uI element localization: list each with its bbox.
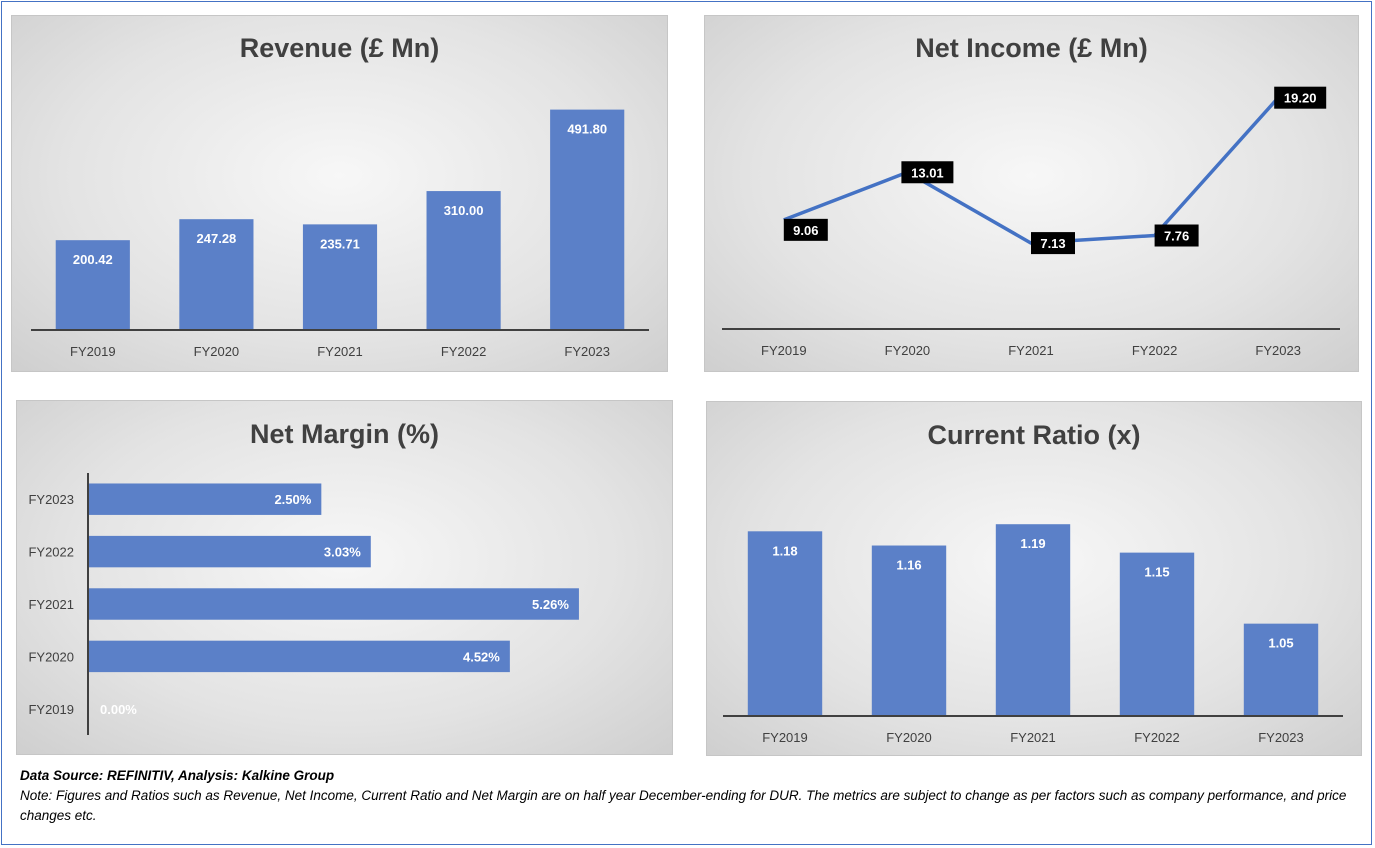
chart-title: Current Ratio (x) xyxy=(927,420,1141,450)
x-tick-label: FY2021 xyxy=(317,344,363,359)
bar xyxy=(871,545,947,716)
data-label: 1.16 xyxy=(896,558,921,573)
data-label: 13.01 xyxy=(911,165,944,180)
bar xyxy=(88,640,510,673)
bar xyxy=(88,588,579,620)
chart-title: Net Income (£ Mn) xyxy=(915,33,1148,63)
y-tick-label: FY2019 xyxy=(28,702,74,717)
data-label: 2.50% xyxy=(274,492,311,507)
bar xyxy=(995,524,1071,716)
data-label: 5.26% xyxy=(532,597,569,612)
x-tick-label: FY2023 xyxy=(564,344,610,359)
bar xyxy=(550,109,625,330)
data-label: 235.71 xyxy=(320,236,360,251)
data-label: 7.76 xyxy=(1164,229,1189,244)
series-line xyxy=(783,96,1280,245)
y-tick-label: FY2022 xyxy=(28,545,74,560)
y-tick-label: FY2023 xyxy=(28,492,74,507)
data-label: 491.80 xyxy=(567,122,607,137)
x-tick-label: FY2022 xyxy=(441,344,487,359)
data-label-box xyxy=(1154,224,1199,247)
data-source: Data Source: REFINITIV, Analysis: Kalkin… xyxy=(20,768,335,783)
data-label: 200.42 xyxy=(73,252,113,267)
data-label-box xyxy=(901,161,954,184)
x-tick-label: FY2022 xyxy=(1132,343,1178,358)
current-ratio-chart: Current Ratio (x) 1.18 FY2019 1.16 FY2020 1.… xyxy=(706,401,1362,756)
data-label: 310.00 xyxy=(444,203,484,218)
x-tick-label: FY2020 xyxy=(194,344,240,359)
revenue-plot: 200.42 FY2019 247.28 FY2020 235.71 FY2021 310.… xyxy=(31,109,649,359)
data-label: 1.19 xyxy=(1020,536,1045,551)
y-tick-label: FY2020 xyxy=(28,649,74,664)
x-tick-label: FY2019 xyxy=(70,344,116,359)
net-income-chart: Net Income (£ Mn) 9.06 FY2019 13.01 FY2020 7… xyxy=(704,15,1359,372)
x-tick-label: FY2019 xyxy=(762,730,808,745)
x-tick-label: FY2023 xyxy=(1258,730,1304,745)
x-tick-label: FY2022 xyxy=(1134,730,1180,745)
bar xyxy=(88,535,371,568)
data-label: 1.15 xyxy=(1144,565,1169,580)
bar xyxy=(55,240,130,330)
data-label: 19.20 xyxy=(1284,91,1317,106)
footer-note: Note: Figures and Ratios such as Revenue… xyxy=(20,788,1347,823)
x-tick-label: FY2020 xyxy=(885,343,931,358)
x-tick-label: FY2021 xyxy=(1008,343,1054,358)
data-label: 1.05 xyxy=(1268,636,1293,651)
data-label-box xyxy=(1274,86,1327,109)
revenue-chart: Revenue (£ Mn) 200.42 FY2019 247.28 FY2020 2… xyxy=(11,15,668,372)
bar xyxy=(747,531,823,716)
x-tick-label: FY2021 xyxy=(1010,730,1056,745)
data-label: 3.03% xyxy=(324,545,361,560)
bar xyxy=(426,191,501,330)
bar xyxy=(179,219,254,330)
bar xyxy=(302,224,378,330)
data-label: 9.06 xyxy=(793,223,818,238)
bar xyxy=(1243,623,1319,716)
y-tick-label: FY2021 xyxy=(28,597,74,612)
data-label-box xyxy=(783,218,828,241)
x-tick-label: FY2019 xyxy=(761,343,807,358)
data-label: 1.18 xyxy=(772,543,797,558)
data-label: 4.52% xyxy=(463,649,500,664)
chart-title: Revenue (£ Mn) xyxy=(239,33,440,63)
data-label-box xyxy=(1031,232,1075,255)
data-label: 7.13 xyxy=(1040,236,1065,251)
x-tick-label: FY2023 xyxy=(1255,343,1301,358)
net-margin-chart: Net Margin (%) 2.50% FY2023 3.03% FY2022 5.2… xyxy=(16,400,673,755)
bar xyxy=(1119,552,1195,716)
data-label: 247.28 xyxy=(197,231,237,246)
data-label: 0.00% xyxy=(100,702,137,717)
net-margin-plot: 2.50% FY2023 3.03% FY2022 5.26% FY2021 4.52% FY… xyxy=(28,473,579,735)
footer: Data Source: REFINITIV, Analysis: Kalkin… xyxy=(20,766,1360,826)
chart-title: Net Margin (%) xyxy=(250,419,439,449)
x-tick-label: FY2020 xyxy=(886,730,932,745)
current-ratio-plot: 1.18 FY2019 1.16 FY2020 1.19 FY2021 1.15 FY2022… xyxy=(723,524,1343,745)
net-income-plot: 9.06 FY2019 13.01 FY2020 7.13 FY2021 7.76 FY202… xyxy=(722,86,1340,358)
bar xyxy=(88,483,322,515)
